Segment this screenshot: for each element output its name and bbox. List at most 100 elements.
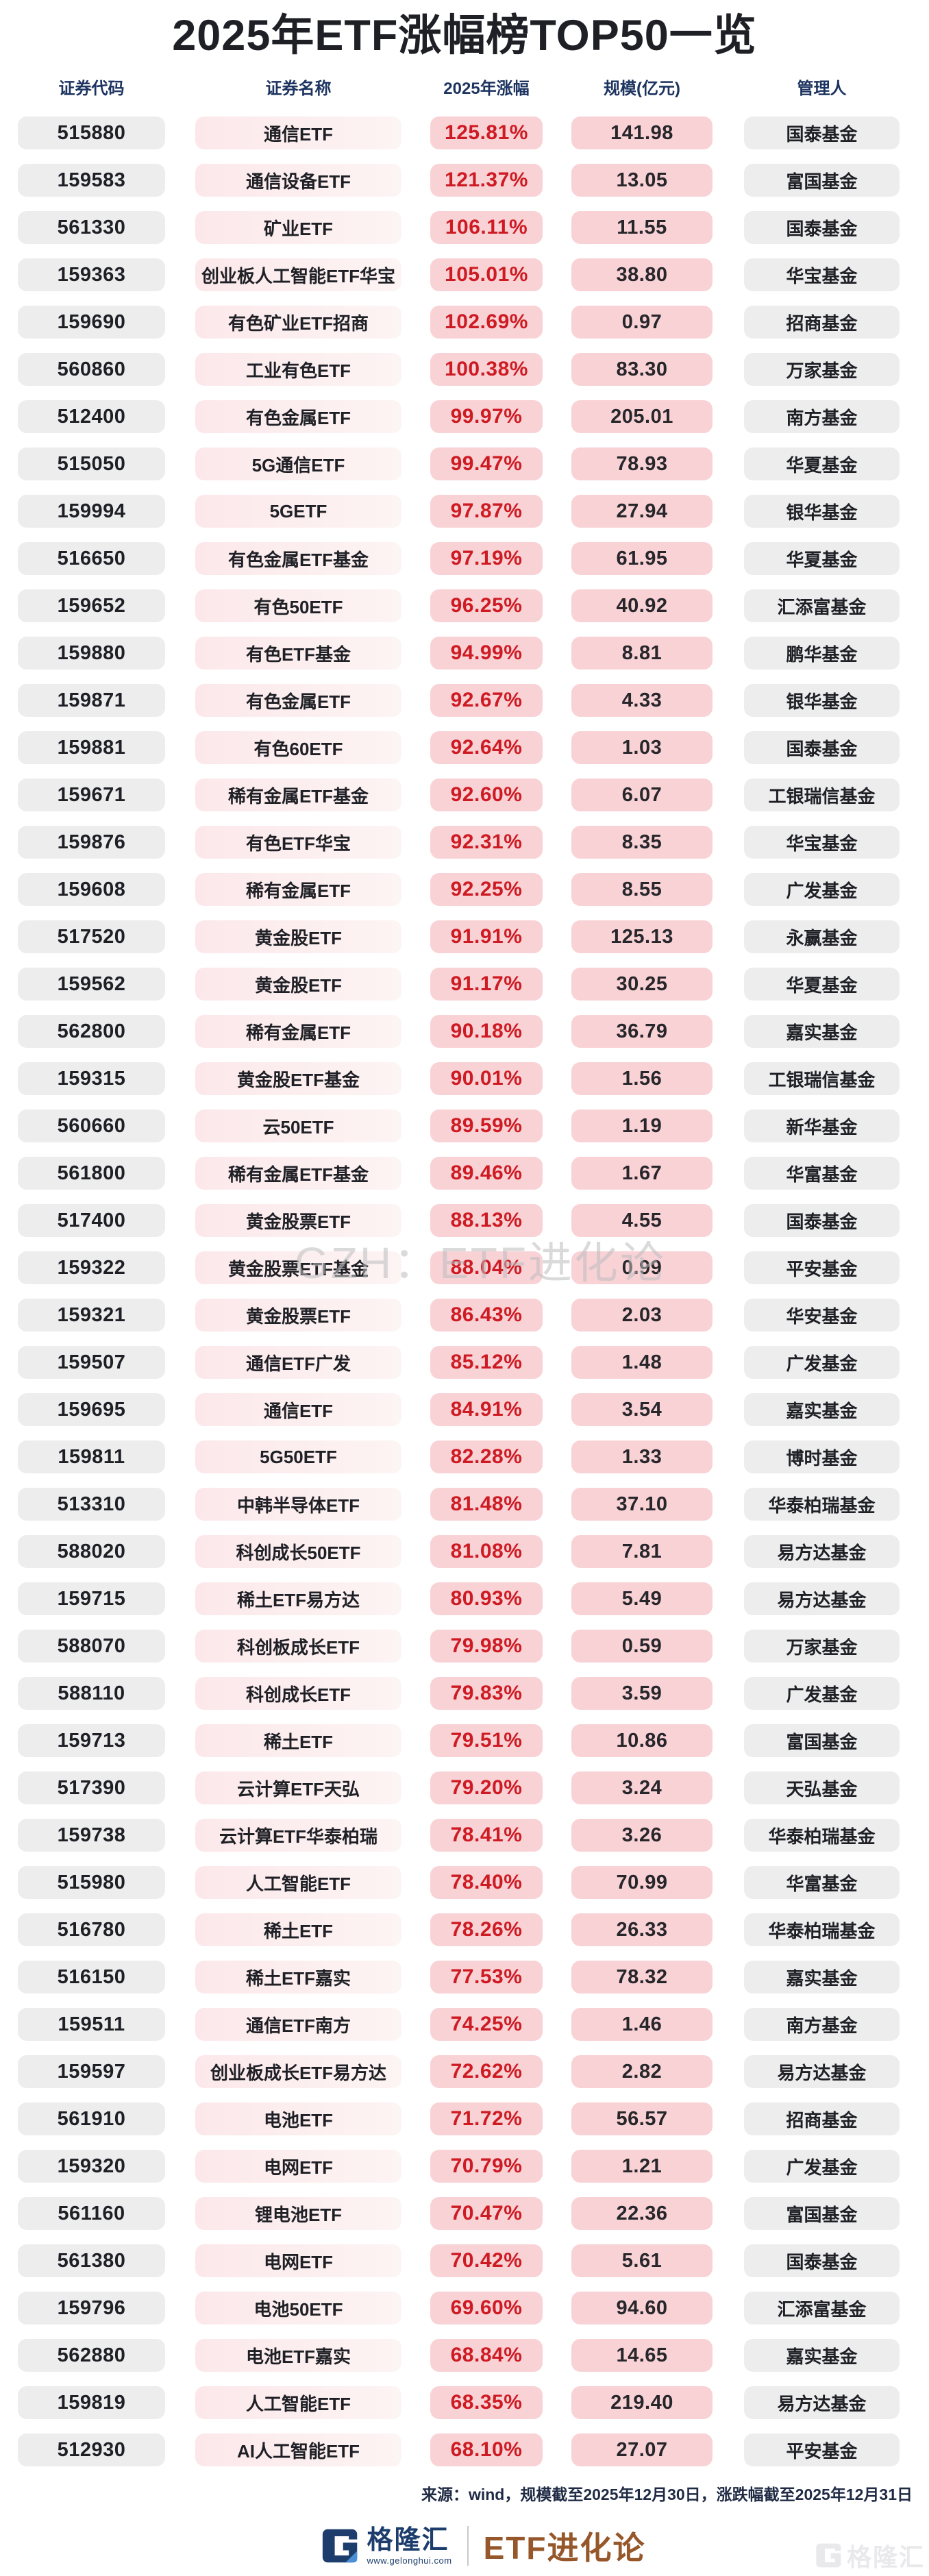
cell-scale: 94.60	[571, 2292, 713, 2325]
cell-code: 159583	[18, 164, 165, 197]
table-row: 159871 有色金属ETF 92.67% 4.33 银华基金	[0, 684, 929, 717]
cell-scale: 70.99	[571, 1866, 713, 1900]
table-row: 159738 云计算ETF华泰柏瑞 78.41% 3.26 华泰柏瑞基金	[0, 1819, 929, 1852]
gelonghui-logo-icon	[323, 2529, 358, 2563]
table-row: 159652 有色50ETF 96.25% 40.92 汇添富基金	[0, 589, 929, 623]
cell-code: 159363	[18, 258, 165, 292]
cell-change: 99.97%	[430, 400, 543, 434]
cell-change: 68.10%	[430, 2433, 543, 2467]
table-row: 159507 通信ETF广发 85.12% 1.48 广发基金	[0, 1346, 929, 1379]
cell-name: 黄金股ETF基金	[195, 1062, 401, 1096]
table-row: 517520 黄金股ETF 91.91% 125.13 永赢基金	[0, 920, 929, 954]
cell-scale: 3.24	[571, 1771, 713, 1805]
cell-scale: 10.86	[571, 1724, 713, 1758]
table-row: 159363 创业板人工智能ETF华宝 105.01% 38.80 华宝基金	[0, 258, 929, 292]
cell-change: 71.72%	[430, 2102, 543, 2136]
cell-manager: 易方达基金	[744, 1535, 900, 1569]
cell-code: 561330	[18, 211, 165, 245]
table-row: 159994 5GETF 97.87% 27.94 银华基金	[0, 495, 929, 528]
column-header-code: 证券代码	[58, 79, 125, 99]
table-row: 159671 稀有金属ETF基金 92.60% 6.07 工银瑞信基金	[0, 778, 929, 812]
cell-name: 5G通信ETF	[195, 447, 401, 481]
table-row: 159690 有色矿业ETF招商 102.69% 0.97 招商基金	[0, 306, 929, 339]
cell-code: 159881	[18, 731, 165, 765]
cell-code: 159796	[18, 2292, 165, 2325]
cell-change: 79.20%	[430, 1771, 543, 1805]
cell-change: 105.01%	[430, 258, 543, 292]
cell-name: 有色金属ETF	[195, 400, 401, 434]
cell-code: 159562	[18, 968, 165, 1001]
cell-name: 工业有色ETF	[195, 353, 401, 387]
cell-scale: 7.81	[571, 1535, 713, 1569]
cell-scale: 1.56	[571, 1062, 713, 1096]
cell-name: 稀土ETF	[195, 1913, 401, 1947]
cell-name: AI人工智能ETF	[195, 2433, 401, 2467]
cell-name: 科创成长ETF	[195, 1677, 401, 1710]
source-note: 来源：wind，规模截至2025年12月30日，涨跌幅截至2025年12月31日	[421, 2486, 913, 2504]
cell-scale: 8.35	[571, 826, 713, 859]
cell-manager: 平安基金	[744, 2433, 900, 2467]
table-row: 588020 科创成长50ETF 81.08% 7.81 易方达基金	[0, 1535, 929, 1569]
table-row: 515880 通信ETF 125.81% 141.98 国泰基金	[0, 116, 929, 150]
cell-change: 88.04%	[430, 1251, 543, 1285]
cell-code: 512930	[18, 2433, 165, 2467]
cell-change: 92.64%	[430, 731, 543, 765]
cell-scale: 78.93	[571, 447, 713, 481]
column-header-manager: 管理人	[797, 79, 847, 99]
cell-change: 92.31%	[430, 826, 543, 859]
cell-change: 79.51%	[430, 1724, 543, 1758]
cell-manager: 嘉实基金	[744, 2339, 900, 2372]
cell-name: 有色金属ETF	[195, 684, 401, 717]
cell-manager: 新华基金	[744, 1109, 900, 1143]
cell-name: 有色金属ETF基金	[195, 542, 401, 576]
cell-code: 159321	[18, 1299, 165, 1332]
cell-manager: 易方达基金	[744, 2386, 900, 2420]
table-row: 513310 中韩半导体ETF 81.48% 37.10 华泰柏瑞基金	[0, 1488, 929, 1521]
cell-name: 电网ETF	[195, 2244, 401, 2278]
cell-manager: 富国基金	[744, 2197, 900, 2231]
brand-lockup: 格隆汇 www.gelonghui.com	[321, 2527, 451, 2566]
cell-change: 91.91%	[430, 920, 543, 954]
cell-change: 88.13%	[430, 1204, 543, 1238]
cell-code: 159695	[18, 1393, 165, 1427]
cell-change: 91.17%	[430, 968, 543, 1001]
cell-change: 106.11%	[430, 211, 543, 245]
cell-name: 锂电池ETF	[195, 2197, 401, 2231]
cell-manager: 华夏基金	[744, 968, 900, 1001]
table-row: 588070 科创板成长ETF 79.98% 0.59 万家基金	[0, 1630, 929, 1663]
table-row: 159713 稀土ETF 79.51% 10.86 富国基金	[0, 1724, 929, 1758]
cell-change: 68.35%	[430, 2386, 543, 2420]
cell-manager: 广发基金	[744, 1346, 900, 1379]
cell-change: 90.01%	[430, 1062, 543, 1096]
cell-scale: 3.54	[571, 1393, 713, 1427]
cell-code: 159652	[18, 589, 165, 623]
cell-name: 通信ETF	[195, 1393, 401, 1427]
cell-name: 黄金股票ETF基金	[195, 1251, 401, 1285]
cell-code: 159876	[18, 826, 165, 859]
cell-code: 517400	[18, 1204, 165, 1238]
table-row: 516780 稀土ETF 78.26% 26.33 华泰柏瑞基金	[0, 1913, 929, 1947]
cell-code: 517520	[18, 920, 165, 954]
cell-change: 81.48%	[430, 1488, 543, 1521]
cell-code: 588070	[18, 1630, 165, 1663]
cell-name: 稀有金属ETF	[195, 873, 401, 907]
table-row: 159511 通信ETF南方 74.25% 1.46 南方基金	[0, 2008, 929, 2041]
footer-divider	[467, 2526, 469, 2566]
cell-code: 159320	[18, 2150, 165, 2183]
cell-code: 517390	[18, 1771, 165, 1805]
cell-manager: 国泰基金	[744, 116, 900, 150]
table-row: 159881 有色60ETF 92.64% 1.03 国泰基金	[0, 731, 929, 765]
cell-change: 78.41%	[430, 1819, 543, 1852]
cell-manager: 华泰柏瑞基金	[744, 1819, 900, 1852]
cell-change: 82.28%	[430, 1440, 543, 1474]
cell-scale: 30.25	[571, 968, 713, 1001]
cell-change: 74.25%	[430, 2008, 543, 2041]
table-row: 159811 5G50ETF 82.28% 1.33 博时基金	[0, 1440, 929, 1474]
cell-manager: 博时基金	[744, 1440, 900, 1474]
table-row: 159608 稀有金属ETF 92.25% 8.55 广发基金	[0, 873, 929, 907]
cell-manager: 招商基金	[744, 2102, 900, 2136]
cell-change: 96.25%	[430, 589, 543, 623]
cell-scale: 4.55	[571, 1204, 713, 1238]
table-row: 159876 有色ETF华宝 92.31% 8.35 华宝基金	[0, 826, 929, 859]
cell-change: 89.59%	[430, 1109, 543, 1143]
